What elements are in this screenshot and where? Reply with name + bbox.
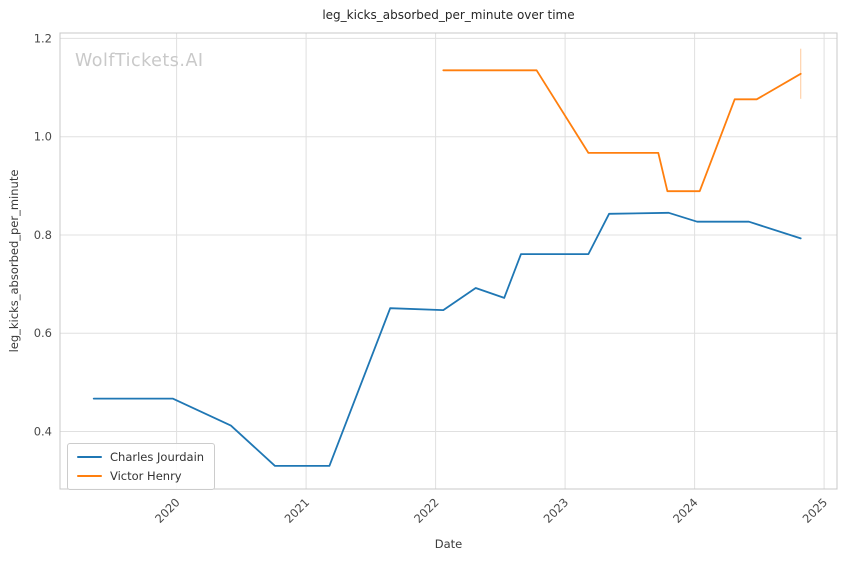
legend-line-swatch-orange	[77, 474, 102, 478]
axes-border	[59, 32, 838, 490]
y-tick-label: 0.4	[34, 425, 52, 439]
x-tick-label: 2020	[152, 495, 183, 526]
x-tick-label: 2025	[800, 495, 831, 526]
x-tick-label: 2022	[411, 495, 442, 526]
x-axis-label: Date	[434, 537, 463, 551]
x-tick-label: 2023	[541, 495, 572, 526]
x-tick-label: 2021	[282, 495, 313, 526]
y-tick-label: 1.2	[34, 31, 52, 45]
legend-item-victor-henry: Victor Henry	[77, 469, 204, 483]
legend-label: Charles Jourdain	[110, 450, 205, 464]
chart-title: leg_kicks_absorbed_per_minute over time	[322, 8, 575, 22]
y-axis-label: leg_kicks_absorbed_per_minute	[7, 169, 21, 353]
legend: Charles Jourdain Victor Henry	[67, 443, 216, 490]
y-tick-label: 1.0	[34, 130, 52, 144]
y-tick-label: 0.6	[34, 326, 52, 340]
legend-line-swatch-blue	[77, 455, 102, 459]
legend-item-charles-jourdain: Charles Jourdain	[77, 450, 204, 464]
x-tick-label: 2024	[670, 495, 701, 526]
series-line-victor-henry	[442, 69, 802, 193]
watermark-text: WolfTickets.AI	[75, 51, 204, 71]
y-tick-label: 0.8	[34, 228, 52, 242]
series-line-charles-jourdain	[92, 211, 802, 467]
legend-label: Victor Henry	[110, 469, 182, 483]
